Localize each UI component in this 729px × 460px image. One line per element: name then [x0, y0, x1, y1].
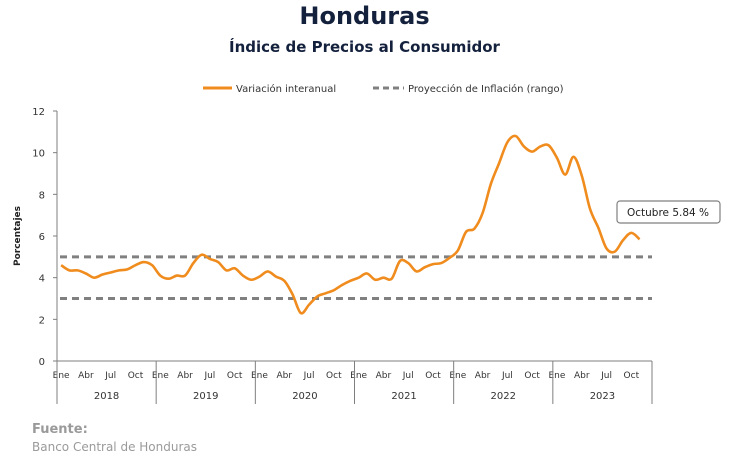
x-tick-label: Ene: [548, 371, 565, 381]
y-tick-label: 8: [39, 190, 45, 201]
x-tick-label: Abr: [376, 371, 392, 381]
x-year-label: 2023: [590, 391, 615, 402]
x-tick-label: Ene: [251, 371, 268, 381]
x-tick-label: Oct: [227, 371, 243, 381]
x-tick-label: Oct: [524, 371, 540, 381]
annotation-text: Octubre 5.84 %: [627, 207, 709, 219]
x-year-label: 2021: [391, 391, 416, 402]
x-tick-label: Ene: [152, 371, 169, 381]
x-tick-label: Jul: [303, 371, 315, 381]
x-tick-label: Oct: [624, 371, 640, 381]
chart-plot: Variación interanual Proyección de Inflac…: [13, 83, 721, 404]
projection-band-lines: [60, 255, 652, 300]
x-tick-label: Oct: [425, 371, 441, 381]
source-text: Banco Central de Honduras: [32, 440, 197, 454]
x-tick-label: Jul: [104, 371, 116, 381]
x-year-label: 2020: [292, 391, 317, 402]
legend: Variación interanual Proyección de Inflac…: [203, 83, 564, 95]
x-year-label: 2019: [193, 391, 218, 402]
x-tick-label: Abr: [78, 371, 94, 381]
y-tick-label: 10: [32, 149, 45, 160]
y-axis-title: Porcentajes: [13, 206, 23, 266]
x-tick-label: Ene: [53, 371, 70, 381]
x-tick-label: Jul: [402, 371, 414, 381]
annotation-box: [616, 200, 721, 224]
x-tick-label: Jul: [203, 371, 215, 381]
annotation: Octubre 5.84 %: [616, 200, 721, 224]
x-tick-label: Jul: [600, 371, 612, 381]
x-tick-label: Abr: [177, 371, 193, 381]
x-tick-label: Oct: [326, 371, 342, 381]
series-line: [60, 134, 641, 315]
x-tick-label: Abr: [574, 371, 590, 381]
source-label: Fuente:: [32, 422, 88, 437]
series-group: [60, 134, 641, 315]
y-tick-label: 2: [39, 315, 45, 326]
x-tick-label: Ene: [449, 371, 466, 381]
y-tick-label: 4: [39, 274, 45, 285]
y-tick-label: 0: [39, 357, 45, 368]
x-tick-label: Abr: [475, 371, 491, 381]
x-year-label: 2022: [491, 391, 516, 402]
x-tick-label: Ene: [350, 371, 367, 381]
chart-subtitle: Índice de Precios al Consumidor: [229, 38, 500, 56]
axes: 0 2 4 6 8 10 12 Porcentajes Ene Abr Jul Oct 2018 Ene A…: [13, 107, 653, 404]
y-tick-label: 6: [39, 232, 45, 243]
y-tick-label: 12: [32, 107, 45, 118]
x-tick-label: Abr: [276, 371, 292, 381]
legend-band-label: Proyección de Inflación (rango): [408, 83, 564, 95]
x-tick-label: Jul: [501, 371, 513, 381]
chart-title: Honduras: [299, 2, 430, 30]
x-tick-label: Oct: [128, 371, 144, 381]
legend-line-label: Variación interanual: [236, 83, 336, 95]
x-year-label: 2018: [94, 391, 119, 402]
